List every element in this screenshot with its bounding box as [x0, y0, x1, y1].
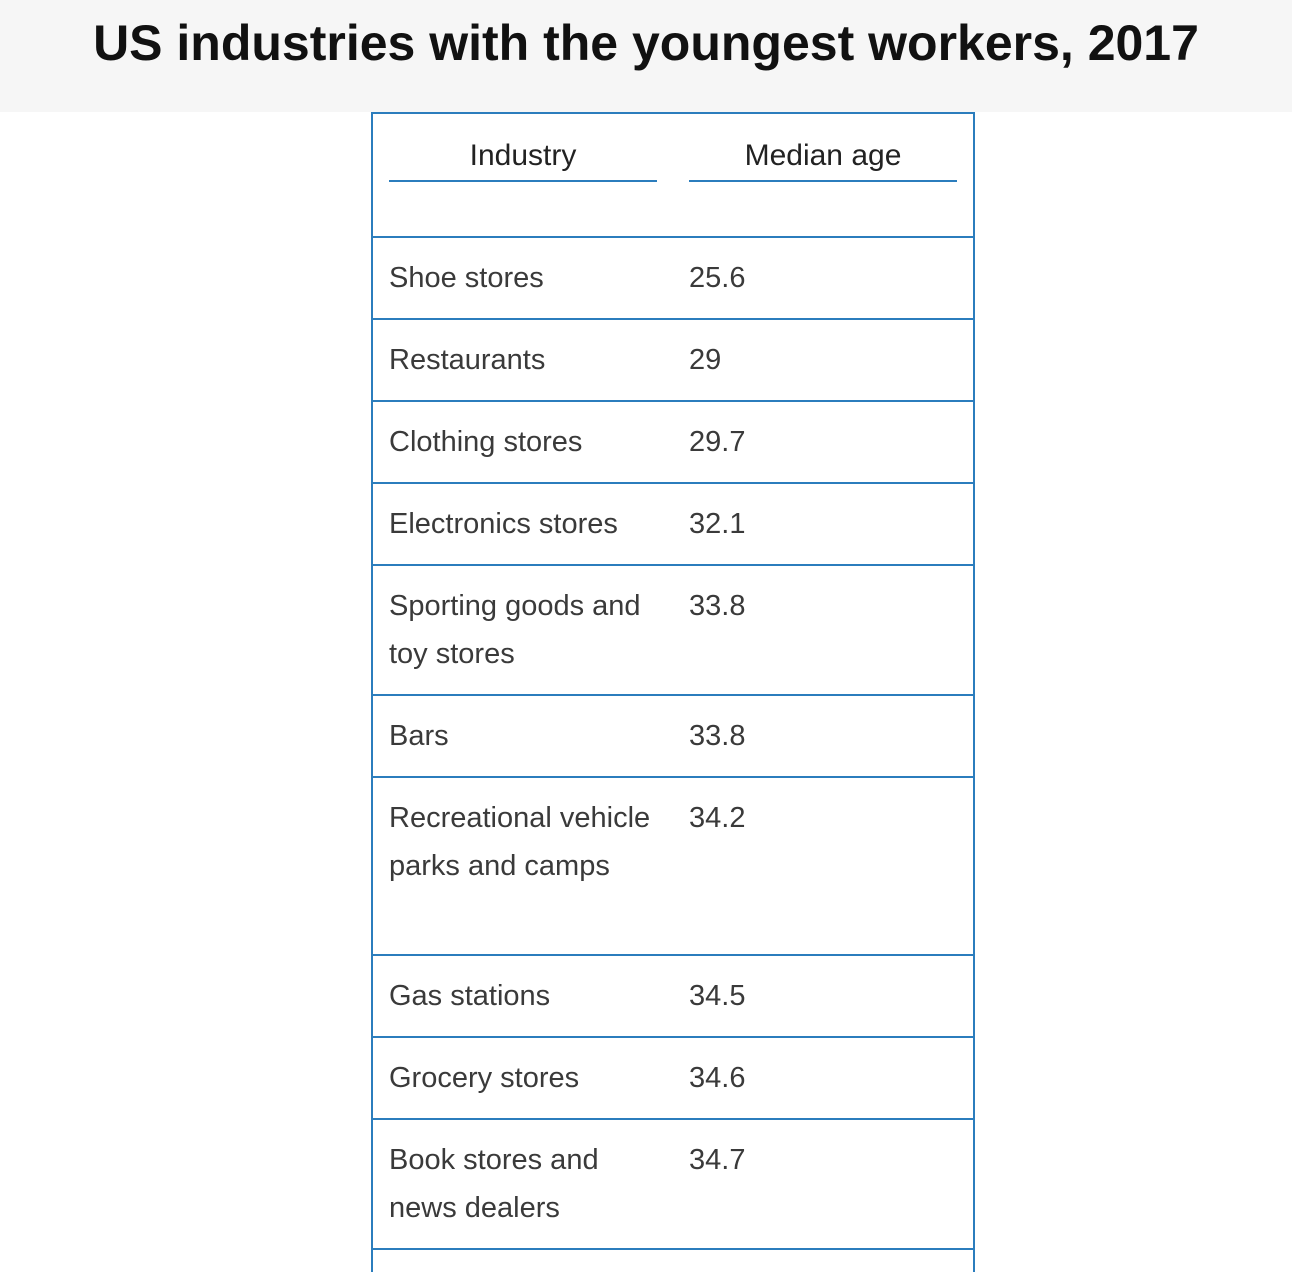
median-age-cell: 25.6 — [689, 262, 746, 294]
page-title: US industries with the youngest workers,… — [93, 15, 1199, 71]
column-header-industry[interactable]: Industry — [389, 136, 657, 182]
industry-cell: Book stores and news dealers — [389, 1144, 599, 1224]
median-age-cell: 33.8 — [689, 720, 746, 752]
table-header: Industry Median age — [373, 114, 973, 238]
table-row: Recreational vehicle parks and camps 34.… — [373, 778, 973, 956]
table-row: Sporting goods and toy stores 33.8 — [373, 566, 973, 696]
column-header-median-age[interactable]: Median age — [689, 136, 957, 182]
median-age-cell: 34.2 — [689, 802, 746, 834]
table-row: Restaurants 29 — [373, 320, 973, 402]
table-row: Gas stations 34.5 — [373, 956, 973, 1038]
median-age-cell: 33.8 — [689, 590, 746, 622]
median-age-cell: 32.1 — [689, 508, 746, 540]
median-age-cell: 34.5 — [689, 980, 746, 1012]
table-row: Grocery stores 34.6 — [373, 1038, 973, 1120]
industry-cell: Restaurants — [389, 344, 546, 376]
median-age-cell: 34.7 — [689, 1144, 746, 1176]
industry-cell: Clothing stores — [389, 426, 583, 458]
industry-cell: Electronics stores — [389, 508, 618, 540]
table-row: Bars 33.8 — [373, 696, 973, 778]
median-age-cell: 29.7 — [689, 426, 746, 458]
median-age-cell: 29 — [689, 344, 722, 376]
table-row: Book stores and news dealers 34.7 — [373, 1120, 973, 1250]
title-bar: US industries with the youngest workers,… — [0, 0, 1292, 112]
table-row: Clothing stores 29.7 — [373, 402, 973, 484]
industry-cell: Gas stations — [389, 980, 551, 1012]
industry-cell: Sporting goods and toy stores — [389, 590, 641, 670]
data-table: Industry Median age Shoe stores 25.6 Res… — [371, 112, 975, 1272]
industry-cell: Bars — [389, 720, 449, 752]
industry-cell: Recreational vehicle parks and camps — [389, 802, 651, 882]
median-age-cell: 34.6 — [689, 1062, 746, 1094]
industry-cell: Shoe stores — [389, 262, 544, 294]
table-row: Electronics stores 32.1 — [373, 484, 973, 566]
table-row: Shoe stores 25.6 — [373, 238, 973, 320]
industry-cell: Grocery stores — [389, 1062, 580, 1094]
